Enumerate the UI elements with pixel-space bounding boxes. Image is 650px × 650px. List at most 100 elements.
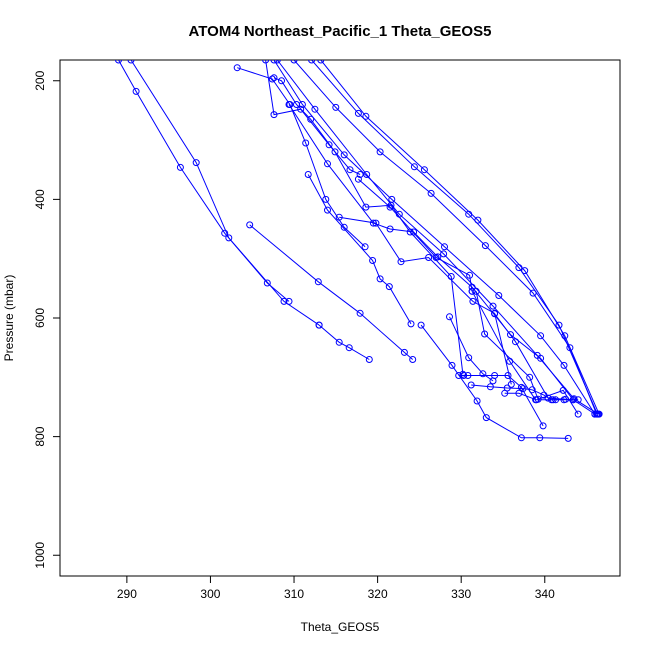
y-axis-label: Pressure (mbar) (2, 275, 16, 362)
data-point (127, 60, 135, 64)
data-point (425, 254, 433, 261)
data-point (324, 206, 331, 214)
data-point (540, 391, 548, 399)
data-point (385, 283, 393, 291)
data-point (410, 228, 418, 236)
data-point (410, 163, 418, 171)
data-point (574, 396, 582, 404)
x-tick-label: 300 (200, 587, 220, 601)
data-point (332, 103, 340, 111)
data-point (465, 354, 473, 362)
x-tick-label: 310 (284, 587, 304, 601)
data-point (515, 389, 523, 397)
data-point (304, 171, 312, 178)
data-point (507, 331, 514, 339)
data-point (308, 60, 316, 64)
data-point (533, 351, 541, 359)
data-point (363, 171, 371, 178)
data-point (298, 101, 306, 108)
data-point (467, 381, 475, 389)
data-point (469, 297, 477, 305)
data-point (482, 414, 490, 422)
profile-line-11 (471, 291, 537, 401)
x-tick-label: 340 (535, 587, 555, 601)
data-point (262, 60, 270, 64)
data-point (474, 216, 482, 224)
profile-line-4 (249, 224, 414, 360)
data-point (561, 332, 569, 340)
data-point (340, 223, 348, 231)
data-point (268, 75, 276, 83)
y-tick-label: 1000 (33, 542, 47, 569)
data-point (417, 321, 425, 329)
data-point (519, 385, 527, 393)
data-point (365, 356, 373, 363)
data-point (335, 213, 343, 221)
profile-line-21 (311, 60, 598, 415)
data-point (495, 292, 503, 299)
profile-line-5 (237, 67, 366, 248)
y-tick-label: 200 (33, 70, 47, 90)
data-point (526, 373, 534, 381)
data-point (552, 396, 560, 404)
data-point (440, 250, 448, 258)
profile-line-1 (130, 60, 320, 326)
data-point (481, 330, 489, 338)
data-point (317, 60, 325, 64)
series-group (115, 60, 603, 442)
data-point (356, 309, 364, 317)
data-point (225, 234, 233, 242)
y-axis: 200 400 600 800 1000 (33, 70, 60, 569)
profile-line-6 (265, 60, 361, 175)
x-tick-label: 290 (117, 587, 137, 601)
data-point (176, 163, 184, 171)
profile-line-3 (118, 60, 290, 302)
profile-line-7 (307, 174, 412, 325)
data-point (507, 380, 515, 388)
plot-area-frame (59, 59, 621, 577)
data-point (481, 242, 489, 250)
data-point (340, 151, 348, 159)
data-point (504, 372, 512, 379)
data-point (132, 87, 140, 95)
data-point (307, 115, 315, 123)
data-point (397, 258, 405, 266)
data-point (311, 105, 319, 113)
data-point (388, 195, 396, 203)
profile-line-24 (471, 384, 579, 401)
data-point (564, 434, 572, 442)
data-point (362, 112, 370, 120)
data-point (407, 320, 415, 328)
data-point (517, 383, 525, 391)
data-point (314, 278, 322, 286)
data-point (466, 271, 474, 279)
data-point (491, 310, 499, 318)
data-point (574, 410, 582, 418)
data-point (362, 203, 370, 211)
data-point (297, 105, 305, 113)
data-point (446, 313, 453, 321)
data-point (560, 361, 568, 369)
data-point (369, 257, 377, 264)
profile-line-10 (358, 178, 473, 292)
x-axis: 290 300 310 320 330 340 (117, 576, 555, 601)
data-point (536, 434, 544, 442)
profile-line-22 (320, 60, 600, 415)
data-point (570, 395, 578, 403)
data-point (460, 372, 468, 379)
y-tick-label: 800 (33, 426, 47, 446)
data-point (280, 297, 288, 305)
data-point (427, 189, 435, 197)
data-point (285, 297, 293, 305)
data-point (233, 64, 241, 72)
x-tick-label: 320 (368, 587, 388, 601)
data-point (409, 356, 417, 363)
data-point (221, 229, 229, 237)
data-point (420, 166, 428, 174)
data-point (489, 302, 497, 310)
data-point (555, 321, 563, 329)
data-point (192, 159, 200, 167)
data-point (325, 141, 333, 149)
data-point (376, 275, 384, 283)
